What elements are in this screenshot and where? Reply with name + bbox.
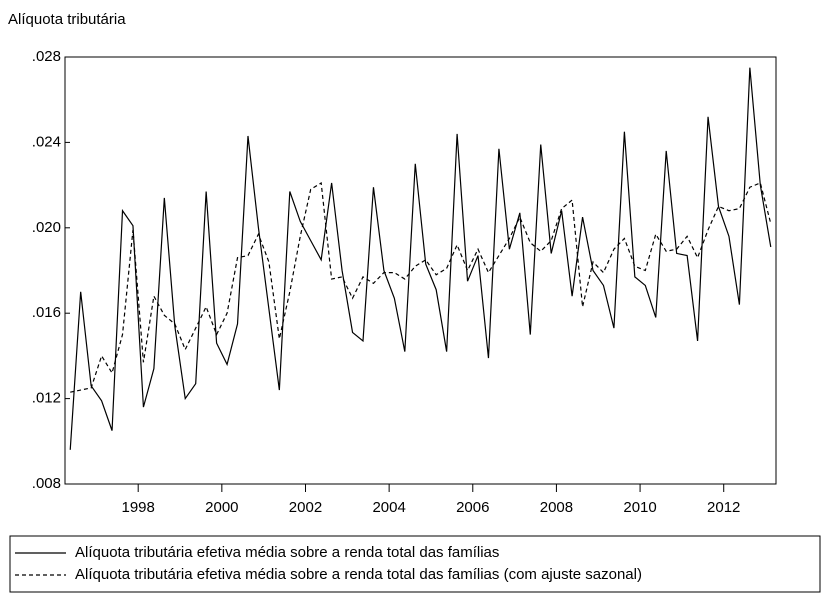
x-tick-label: 2012 — [707, 499, 740, 516]
legend-box — [9, 535, 821, 593]
x-tick-label: 2002 — [289, 499, 322, 516]
y-tick-label: .028 — [32, 48, 61, 65]
x-tick-label: 2010 — [623, 499, 656, 516]
y-tick-label: .016 — [32, 304, 61, 321]
y-tick-label: .020 — [32, 219, 61, 236]
series-line — [69, 67, 772, 450]
chart-title: Alíquota tributária — [8, 11, 126, 28]
legend-label: Alíquota tributária efetiva média sobre … — [75, 544, 499, 561]
x-tick-label: 1998 — [122, 499, 155, 516]
legend-label: Alíquota tributária efetiva média sobre … — [75, 566, 642, 583]
series-line — [70, 181, 772, 393]
y-tick-label: .024 — [32, 133, 61, 150]
x-tick-label: 2004 — [372, 499, 405, 516]
y-tick-label: .012 — [32, 390, 61, 407]
y-tick-label: .008 — [32, 475, 61, 492]
x-tick-label: 2008 — [540, 499, 573, 516]
x-tick-label: 2006 — [456, 499, 489, 516]
x-tick-label: 2000 — [205, 499, 238, 516]
plot-frame — [64, 56, 777, 485]
